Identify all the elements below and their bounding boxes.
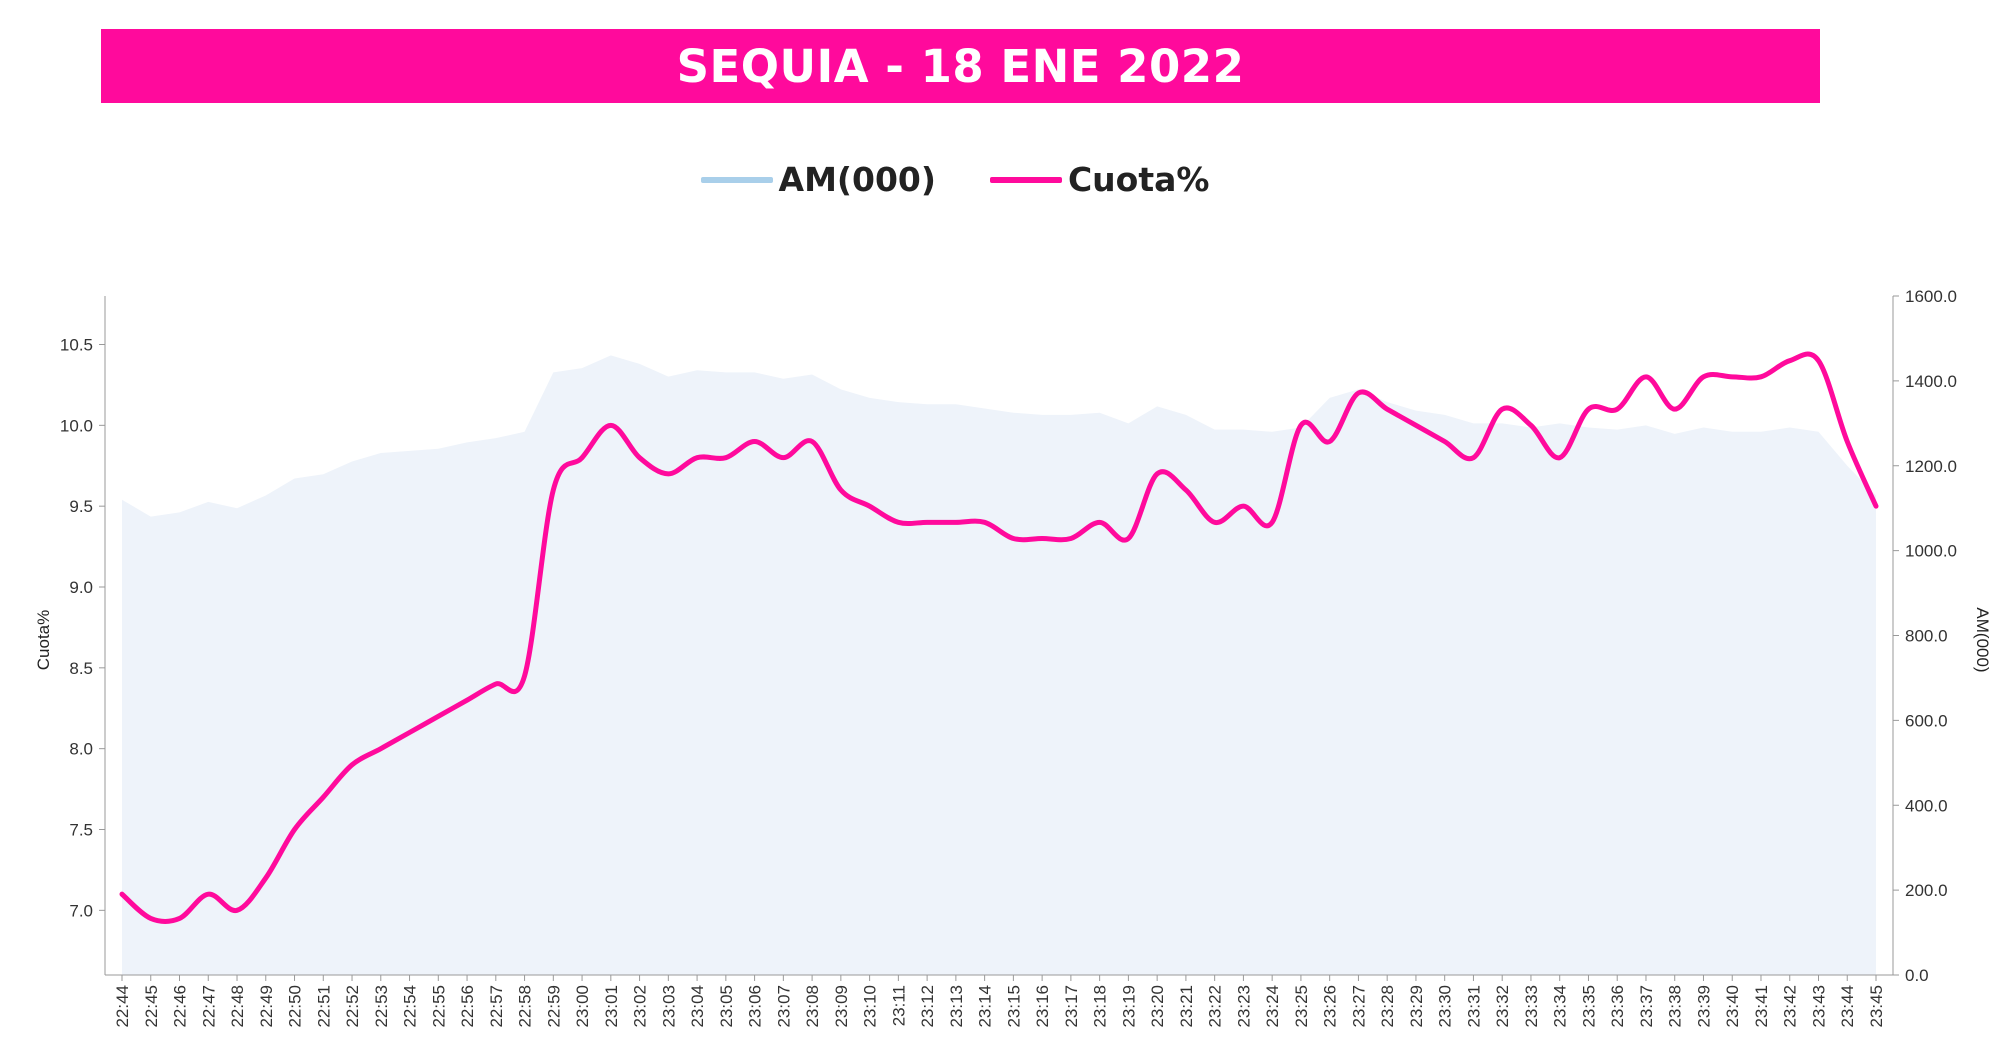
x-tick-label: 22:58 [516,985,535,1028]
x-tick-label: 23:40 [1723,985,1742,1028]
cuota-line-series [119,351,1879,924]
x-tick-label: 23:02 [631,985,650,1028]
x-tick-label: 22:44 [113,985,132,1028]
x-tick-label: 23:12 [918,985,937,1028]
x-tick-label: 23:29 [1407,985,1426,1028]
axes-layer: 7.0 7.5 8.0 8.5 9.0 9.5 10.0 10.5 0.0 200.0 400.0 6… [60,287,1957,1028]
x-tick-label: 23:42 [1781,985,1800,1028]
left-tick-label: 9.5 [69,497,93,516]
legend-item-cuota: Cuota% [989,160,1210,199]
x-tick-label: 22:48 [228,985,247,1028]
x-tick-label: 22:52 [343,985,362,1028]
x-tick-label: 23:25 [1292,985,1311,1028]
chart-title-banner: SEQUIA - 18 ENE 2022 [101,29,1820,103]
x-tick-label: 22:53 [372,985,391,1028]
legend-label-cuota: Cuota% [1067,160,1210,199]
x-tick-label: 23:15 [1004,985,1023,1028]
x-tick-label: 23:35 [1579,985,1598,1028]
x-tick-label: 22:50 [286,985,305,1028]
x-tick-label: 22:51 [314,985,333,1028]
x-tick-label: 22:55 [429,985,448,1028]
x-tick-label: 23:19 [1119,985,1138,1028]
x-tick-label: 23:06 [746,985,765,1028]
legend: AM(000) Cuota% [0,160,1910,199]
right-tick-label: 1600.0 [1905,287,1957,306]
x-tick-label: 23:16 [1033,985,1052,1028]
right-tick-label: 1000.0 [1905,542,1957,561]
line-layer [119,351,1879,924]
x-tick-label: 22:46 [171,985,190,1028]
am-area-series [122,355,1876,976]
x-tick-label: 23:04 [688,985,707,1028]
x-tick-label: 23:21 [1177,985,1196,1028]
x-tick-label: 22:49 [257,985,276,1028]
legend-item-am: AM(000) [700,160,936,199]
x-tick-label: 22:59 [544,985,563,1028]
x-tick-label: 22:54 [401,985,420,1028]
left-tick-label: 10.0 [60,416,93,435]
x-tick-label: 23:39 [1694,985,1713,1028]
x-tick-label: 23:14 [976,985,995,1028]
legend-swatch-am [700,176,773,183]
x-tick-label: 23:26 [1321,985,1340,1028]
x-tick-label: 23:33 [1522,985,1541,1028]
x-tick-label: 23:27 [1349,985,1368,1028]
x-tick-label: 23:05 [717,985,736,1028]
x-tick-label: 22:45 [142,985,161,1028]
left-tick-label: 9.0 [69,578,93,597]
x-tick-label: 23:17 [1062,985,1081,1028]
x-tick-label: 23:34 [1551,985,1570,1028]
x-tick-label: 23:08 [803,985,822,1028]
x-tick-label: 23:23 [1234,985,1253,1028]
x-tick-label: 23:30 [1436,985,1455,1028]
left-tick-label: 8.0 [69,740,93,759]
x-tick-label: 23:31 [1464,985,1483,1028]
x-tick-label: 23:09 [832,985,851,1028]
right-tick-label: 0.0 [1905,966,1929,985]
x-tick-label: 23:41 [1752,985,1771,1028]
x-tick-label: 22:56 [458,985,477,1028]
x-tick-label: 23:18 [1091,985,1110,1028]
x-tick-label: 23:01 [602,985,621,1028]
x-tick-label: 23:38 [1666,985,1685,1028]
x-tick-label: 23:03 [659,985,678,1028]
left-axis-title: Cuota% [34,610,53,670]
x-tick-label: 23:20 [1148,985,1167,1028]
right-tick-label: 1200.0 [1905,457,1957,476]
left-tick-label: 7.0 [69,901,93,920]
right-tick-label: 400.0 [1905,796,1948,815]
x-tick-label: 23:22 [1206,985,1225,1028]
x-tick-label: 23:24 [1263,985,1282,1028]
left-tick-label: 10.5 [60,336,93,355]
left-tick-label: 8.5 [69,659,93,678]
x-tick-label: 23:13 [947,985,966,1028]
x-tick-label: 23:45 [1867,985,1886,1028]
area-layer [122,355,1876,976]
x-tick-label: 23:44 [1838,985,1857,1028]
x-tick-label: 23:10 [861,985,880,1028]
x-tick-label: 23:43 [1809,985,1828,1028]
right-tick-label: 800.0 [1905,627,1948,646]
right-tick-label: 200.0 [1905,881,1948,900]
right-axis-title: AM(000) [1973,607,1992,672]
x-tick-label: 23:32 [1493,985,1512,1028]
x-tick-label: 23:11 [889,985,908,1026]
chart-title: SEQUIA - 18 ENE 2022 [676,39,1245,93]
x-tick-label: 23:36 [1608,985,1627,1028]
x-tick-label: 22:47 [199,985,218,1028]
legend-label-am: AM(000) [778,160,936,199]
right-tick-label: 1400.0 [1905,372,1957,391]
x-tick-label: 23:07 [774,985,793,1028]
x-tick-label: 23:37 [1637,985,1656,1028]
x-tick-label: 23:28 [1378,985,1397,1028]
right-tick-label: 600.0 [1905,711,1948,730]
x-tick-label: 23:00 [573,985,592,1028]
left-tick-label: 7.5 [69,821,93,840]
legend-swatch-cuota [989,176,1062,183]
x-tick-label: 22:57 [487,985,506,1028]
